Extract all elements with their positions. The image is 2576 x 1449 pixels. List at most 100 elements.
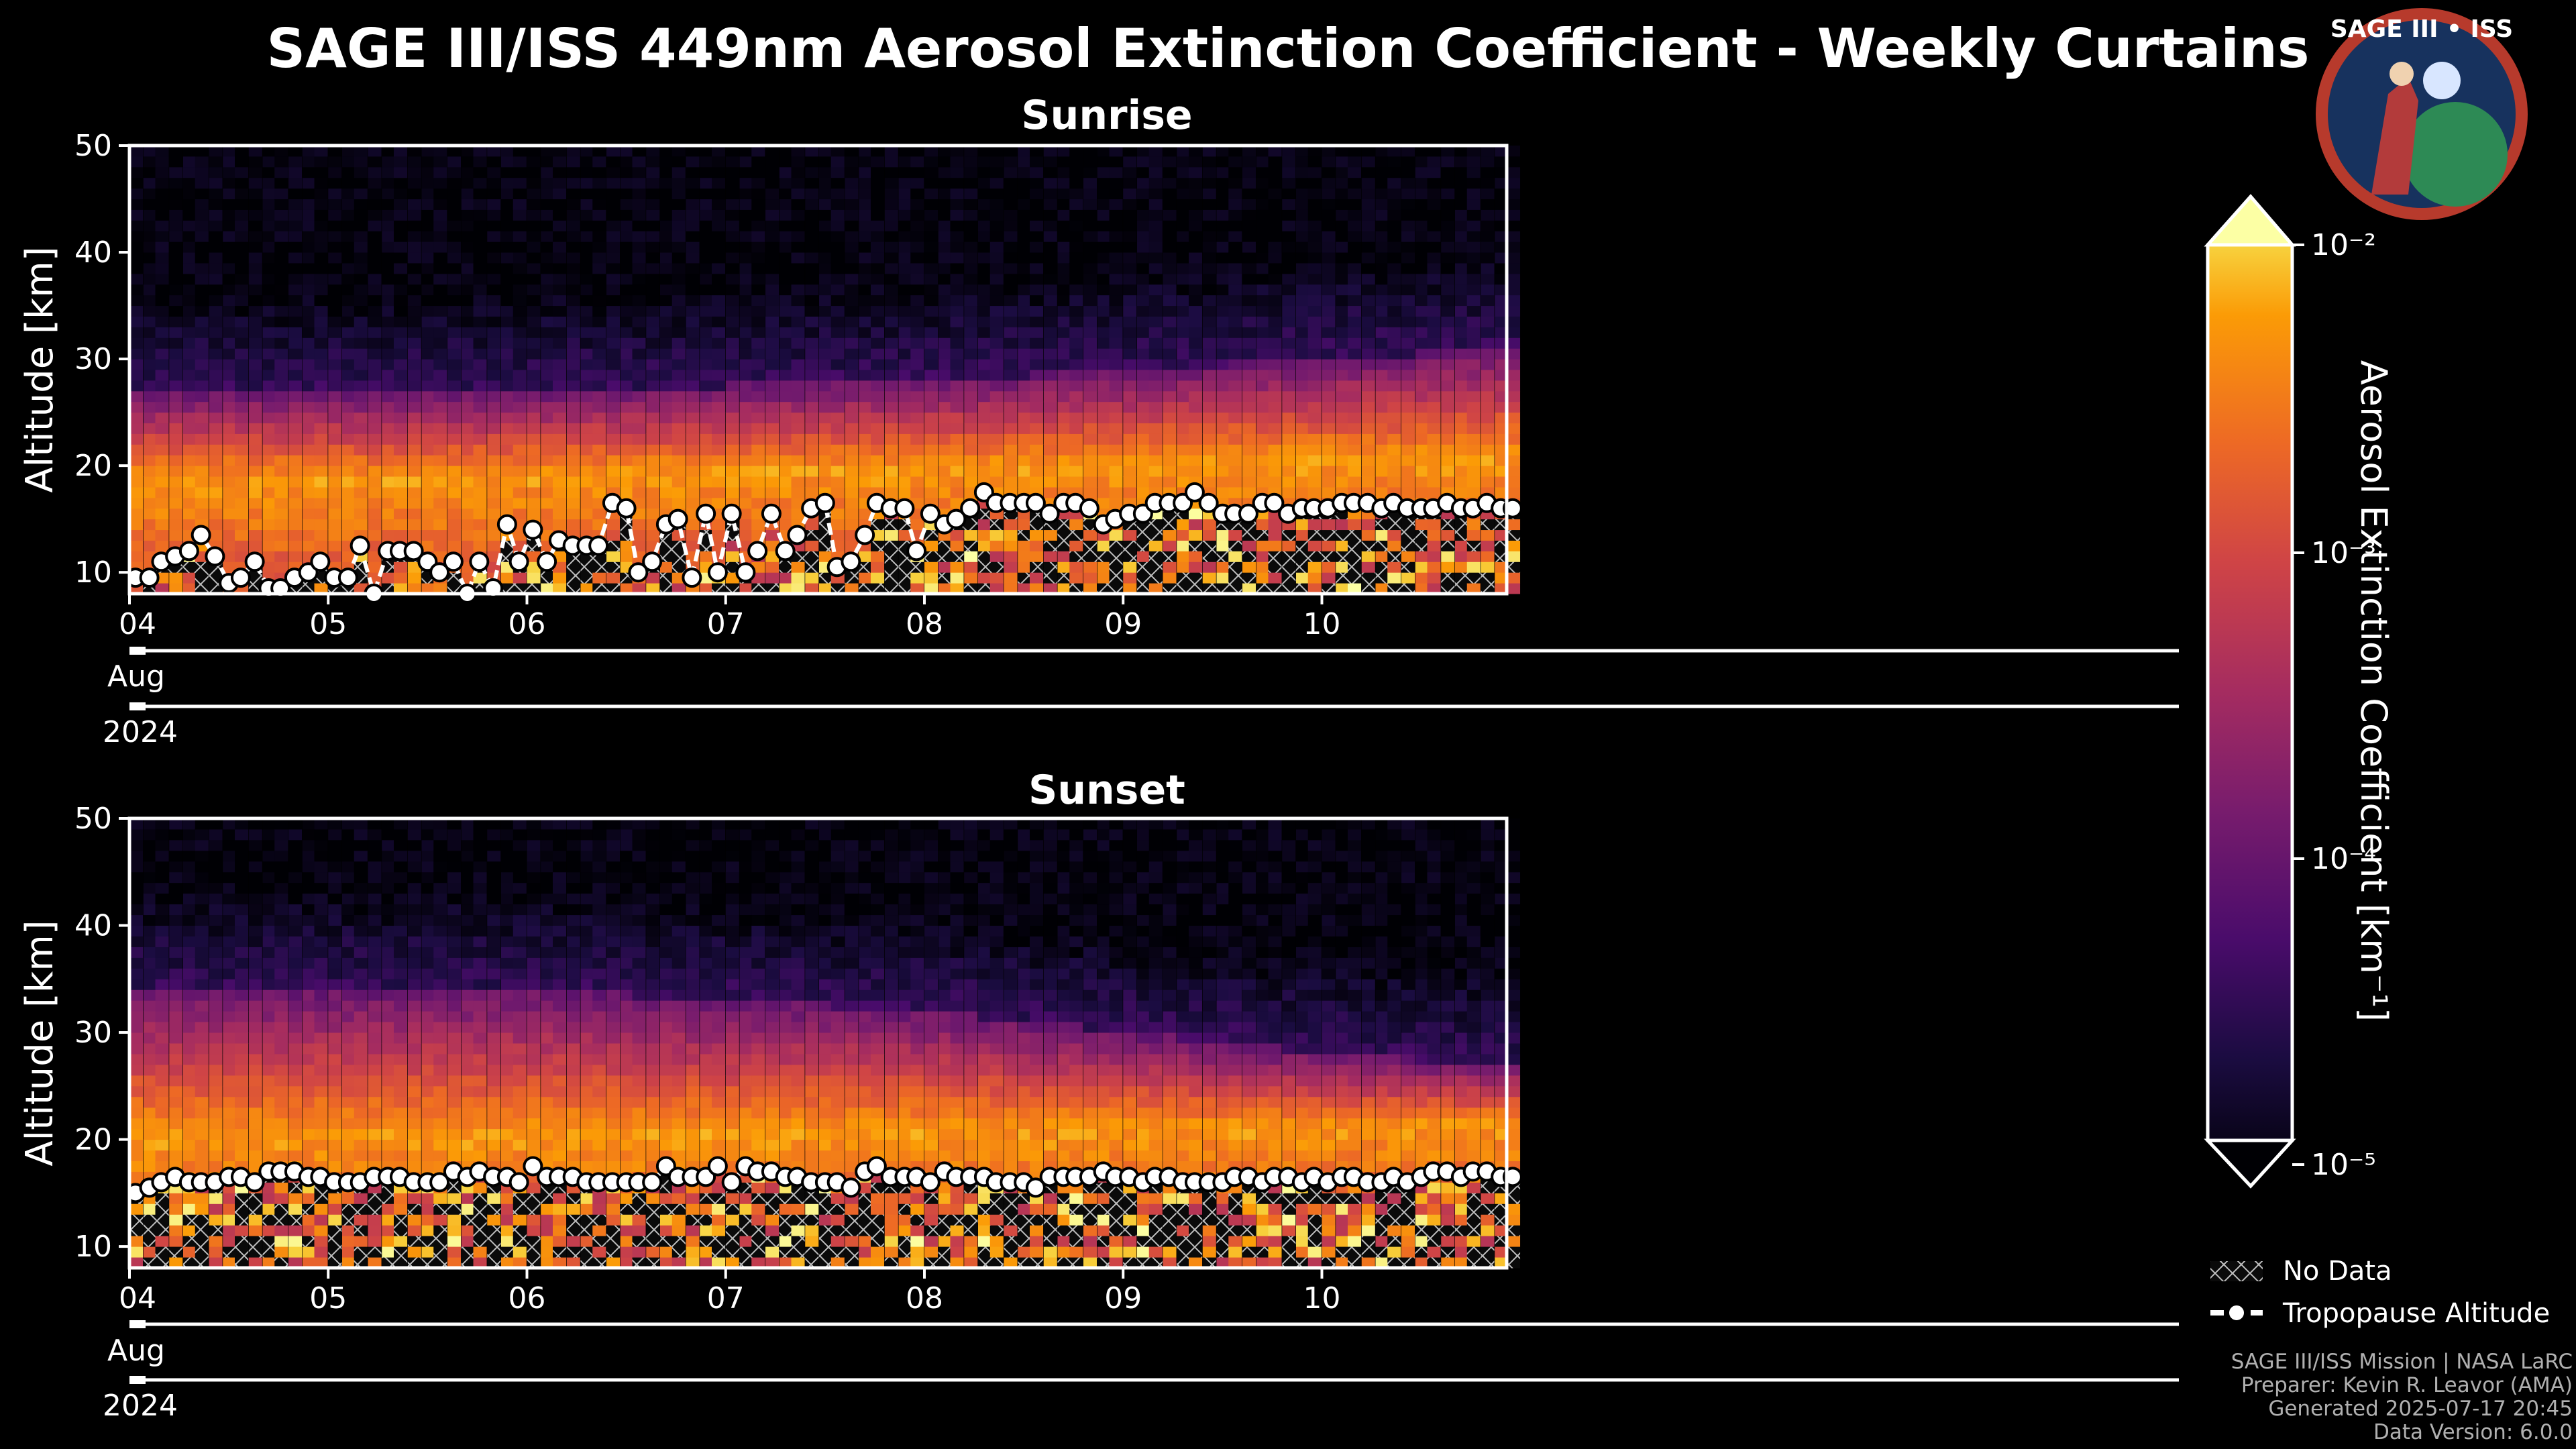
extinction-cell [1307,519,1322,531]
extinction-cell [871,262,885,274]
extinction-cell [830,209,845,221]
extinction-cell [580,337,594,349]
extinction-cell [129,519,144,531]
extinction-cell [950,380,964,392]
extinction-cell [1454,551,1469,562]
extinction-cell [845,390,859,402]
extinction-cell [235,1053,249,1065]
extinction-cell [541,401,555,413]
extinction-cell [368,529,382,541]
extinction-cell [1336,231,1350,242]
extinction-cell [500,316,515,327]
extinction-cell [1336,199,1350,210]
extinction-cell [1148,241,1163,253]
extinction-cell [235,551,249,562]
extinction-cell [487,156,501,168]
extinction-cell [302,412,316,424]
extinction-cell [500,401,515,413]
extinction-cell [328,231,342,242]
extinction-cell [1507,262,1521,274]
extinction-cell [314,359,328,370]
extinction-cell [1216,561,1230,573]
extinction-cell [884,241,898,253]
extinction-cell [1495,273,1509,285]
no-data-cell [845,572,859,584]
extinction-cell [1415,177,1429,189]
extinction-cell [248,979,262,990]
extinction-cell [1481,199,1495,210]
extinction-cell [1216,284,1230,296]
extinction-cell [262,166,276,178]
extinction-cell [182,861,197,873]
extinction-cell [209,1193,223,1204]
extinction-cell [1163,316,1177,327]
extinction-cell [765,146,780,157]
extinction-cell [169,476,183,488]
extinction-cell [223,444,237,455]
extinction-cell [407,199,421,210]
extinction-cell [765,466,780,477]
extinction-cell [1307,252,1322,264]
extinction-cell [1163,466,1177,477]
extinction-cell [580,241,594,253]
extinction-cell [209,1257,223,1269]
extinction-cell [195,1085,209,1097]
no-data-cell [1069,529,1083,541]
extinction-cell [248,1161,262,1172]
extinction-cell [1228,231,1242,242]
extinction-cell [368,146,382,157]
extinction-cell [129,423,144,434]
extinction-cell [751,455,765,466]
extinction-cell [1375,348,1389,360]
extinction-cell [1348,220,1362,231]
extinction-cell [1454,561,1469,573]
extinction-cell [924,401,938,413]
extinction-cell [129,188,144,200]
extinction-cell [553,273,567,285]
extinction-cell [950,177,964,189]
extinction-cell [1242,476,1256,488]
extinction-cell [845,540,859,551]
extinction-cell [382,305,396,317]
extinction-cell [566,156,580,168]
extinction-cell [659,241,674,253]
extinction-cell [1375,294,1389,307]
extinction-cell [248,252,262,264]
extinction-cell [182,925,197,936]
extinction-cell [500,284,515,296]
no-data-cell [1109,551,1123,562]
extinction-cell [1228,327,1242,338]
extinction-cell [1202,294,1216,307]
extinction-cell [779,359,793,370]
extinction-cell [513,423,527,434]
extinction-cell [779,583,793,594]
extinction-cell [223,861,237,873]
extinction-cell [924,294,938,307]
sunrise-curtain [129,146,1521,594]
extinction-cell [1441,327,1455,338]
extinction-cell [1177,241,1191,253]
extinction-cell [368,561,382,573]
extinction-cell [328,166,342,178]
extinction-cell [1268,337,1282,349]
extinction-cell [830,220,845,231]
extinction-cell [248,1096,262,1108]
extinction-cell [1097,305,1111,317]
no-data-cell [1242,572,1256,584]
extinction-cell [830,294,845,307]
extinction-cell [513,529,527,541]
extinction-cell [1282,486,1296,498]
extinction-cell [1030,380,1044,392]
extinction-cell [1242,486,1256,498]
extinction-cell [382,209,396,221]
extinction-cell [989,540,1004,551]
extinction-cell [500,327,515,338]
extinction-cell [354,231,368,242]
extinction-cell [1216,412,1230,424]
extinction-cell [1148,316,1163,327]
extinction-cell [129,476,144,488]
extinction-cell [1189,561,1203,573]
no-data-cell [1057,572,1071,584]
extinction-cell [541,146,555,157]
